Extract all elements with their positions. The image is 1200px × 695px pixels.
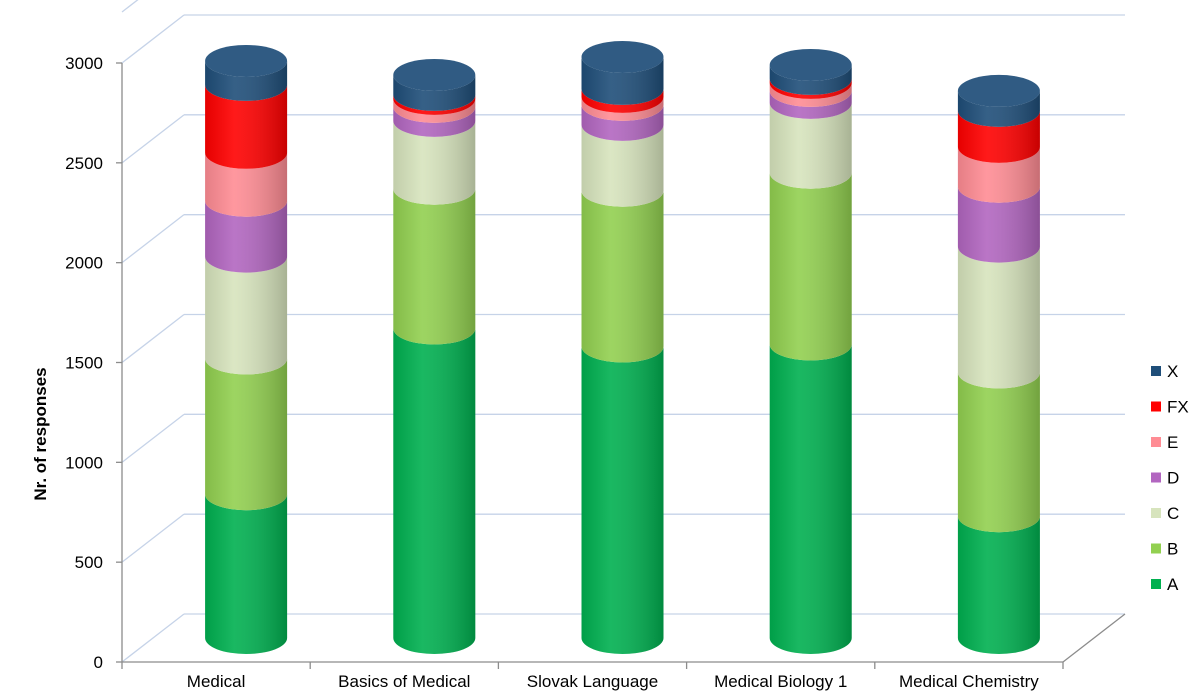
axis-labels: 0 500 1000 1500 2000 2500 3000 Medical Biophysic… <box>65 54 1039 695</box>
legend-label: A <box>1167 575 1179 594</box>
y-tick-label: 2500 <box>65 154 103 173</box>
y-tick-label: 0 <box>94 653 103 672</box>
bar-shading <box>957 146 1040 203</box>
legend-swatch-e <box>1151 437 1161 447</box>
x-category-label: Basics of Medical <box>338 672 470 691</box>
bar-top-cap <box>581 40 664 73</box>
bar-shading <box>393 188 476 345</box>
bar-shading <box>393 74 476 111</box>
bar-top-highlight <box>769 48 852 81</box>
bar-top-cap <box>769 48 852 81</box>
x-category-label: Biophysics <box>175 693 256 695</box>
legend-swatch-c <box>1151 508 1161 518</box>
bar-shading <box>957 372 1040 533</box>
bar-shading <box>957 516 1040 654</box>
legend-swatch-x <box>1151 366 1161 376</box>
x-category-label: Slovak Language <box>527 672 658 691</box>
bar-shading <box>393 94 476 115</box>
x-category-label: Medical <box>187 672 246 691</box>
x-category-label: Terminology 1 <box>351 693 457 695</box>
bar-shading <box>957 186 1040 263</box>
bar-shading <box>581 56 664 105</box>
bar-top-highlight <box>393 58 476 91</box>
bar-stack <box>769 48 852 654</box>
bar-shading <box>581 190 664 363</box>
bar-top-highlight <box>581 40 664 73</box>
bar-shading <box>769 78 852 99</box>
bar-stack <box>957 74 1040 654</box>
bar-top-highlight <box>957 74 1040 107</box>
legend-label: X <box>1167 362 1178 381</box>
bar-shading <box>769 172 852 361</box>
bar-shading <box>769 344 852 654</box>
bar-top-highlight <box>205 44 288 77</box>
bar-stack <box>205 44 288 654</box>
legend-swatch-fx <box>1151 401 1161 412</box>
bar-shading <box>205 84 288 169</box>
side-gridline <box>121 313 185 364</box>
bars <box>205 40 1040 654</box>
bar-shading <box>769 64 852 95</box>
x-category-label: 1 <box>588 693 597 695</box>
bar-shading <box>393 120 476 205</box>
bar-shading <box>205 358 288 511</box>
side-gridline <box>121 214 185 264</box>
bar-shading <box>393 98 476 123</box>
bar-shading <box>769 102 852 189</box>
bar-shading <box>581 96 664 121</box>
bar-shading <box>205 256 288 375</box>
legend-label: D <box>1167 469 1179 488</box>
y-tick-label: 1500 <box>65 354 103 373</box>
side-gridline <box>121 114 185 164</box>
y-tick-label: 1000 <box>65 453 103 472</box>
y-tick-label: 2000 <box>65 254 103 273</box>
legend-swatch-d <box>1151 472 1161 483</box>
side-gridline <box>121 0 139 13</box>
x-category-label: Medical Chemistry <box>899 672 1039 691</box>
bar-shading <box>957 246 1040 389</box>
legend-label: C <box>1167 504 1179 523</box>
bar-shading <box>581 346 664 654</box>
bar-shading <box>581 124 664 207</box>
y-tick-label: 3000 <box>65 54 103 73</box>
side-gridline <box>121 513 185 563</box>
side-gridline <box>121 613 185 663</box>
bar-top-cap <box>957 74 1040 107</box>
bar-top-cap <box>205 44 288 77</box>
bar-stack <box>393 58 476 654</box>
x-category-label: Medical Biology 1 <box>714 672 847 691</box>
floor-edge <box>1062 613 1126 663</box>
legend-label: E <box>1167 433 1178 452</box>
bar-top-cap <box>393 58 476 91</box>
bar-shading <box>205 200 288 273</box>
bar-shading <box>393 328 476 654</box>
bar-shading <box>205 152 288 217</box>
y-axis-title: Nr. of responses <box>31 367 50 500</box>
bar-shading <box>769 82 852 107</box>
bar-shading <box>957 90 1040 127</box>
axes <box>116 62 1126 669</box>
legend-swatch-b <box>1151 543 1161 554</box>
bar-shading <box>205 494 288 654</box>
bar-shading <box>957 110 1040 163</box>
side-gridline <box>121 14 185 64</box>
legend-label: FX <box>1167 398 1189 417</box>
bar-shading <box>581 104 664 141</box>
bar-shading <box>581 88 664 113</box>
y-tick-label: 500 <box>75 553 103 572</box>
bar-shading <box>205 60 288 101</box>
bar-shading <box>393 106 476 137</box>
legend-label: B <box>1167 540 1178 559</box>
legend-swatch-a <box>1151 579 1161 589</box>
bar-shading <box>769 90 852 119</box>
bar-stack <box>581 40 664 654</box>
side-gridline <box>121 413 185 463</box>
x-category-label: 1 <box>964 693 973 695</box>
